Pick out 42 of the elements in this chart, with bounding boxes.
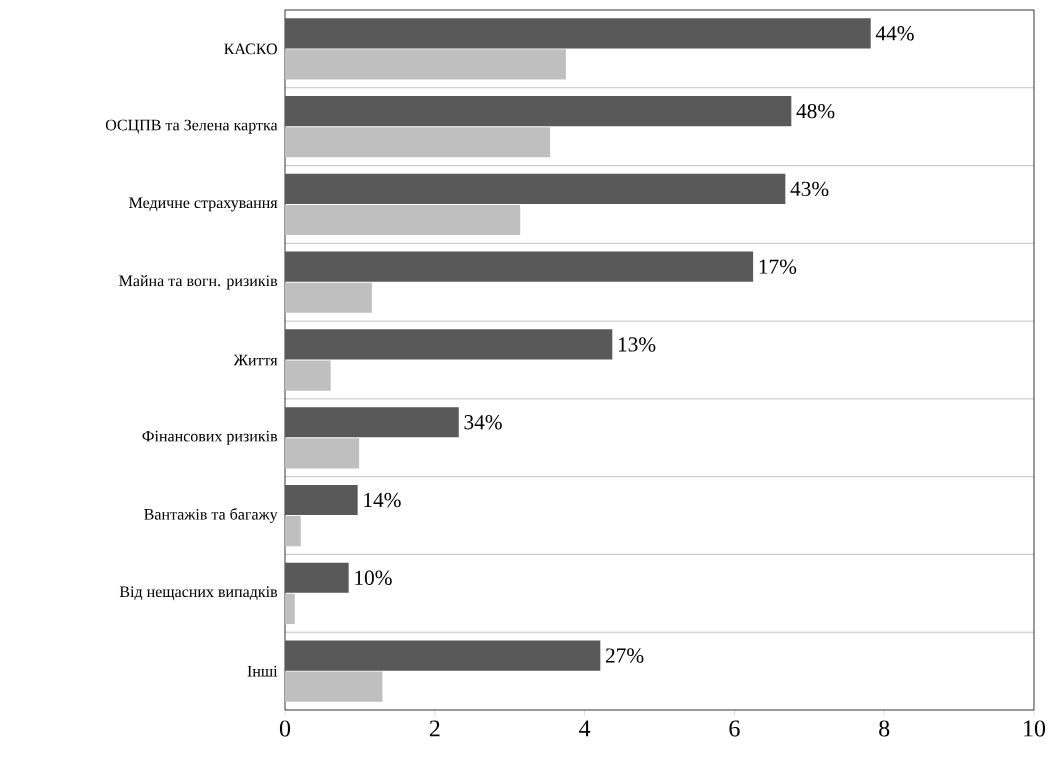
annotation: 10%	[355, 570, 392, 585]
bar	[285, 671, 383, 702]
bar	[285, 516, 301, 547]
y-tick-label: КАСКО	[224, 43, 277, 55]
bar	[285, 282, 372, 313]
bar	[285, 640, 601, 671]
bar	[285, 49, 566, 80]
x-tick-label: 0	[279, 720, 291, 737]
y-tick-label: Від нещасних випадків	[119, 586, 278, 601]
bar	[285, 593, 295, 624]
bar	[285, 360, 331, 391]
annotation: 13%	[618, 337, 656, 352]
bar	[285, 438, 360, 469]
y-tick-label: Майна та вогн. ризиків	[119, 275, 278, 290]
annotation: 43%	[790, 181, 829, 197]
annotation: 14%	[364, 492, 401, 508]
annotation: 34%	[464, 415, 502, 430]
y-tick-label: Медичне страхування	[129, 197, 278, 212]
bar	[285, 562, 349, 593]
bar	[285, 96, 792, 127]
bar	[285, 127, 551, 158]
bar	[285, 173, 786, 204]
bar	[285, 204, 521, 236]
annotation: 27%	[605, 648, 644, 663]
bar	[285, 484, 358, 516]
x-tick-label: 10	[1024, 720, 1046, 737]
y-tick-label: Вантажів та багажу	[144, 508, 278, 523]
annotation: 17%	[759, 259, 797, 274]
x-tick-label: 2	[429, 720, 440, 737]
x-tick-label: 6	[729, 720, 740, 737]
bar	[285, 329, 613, 360]
y-tick-label: ОСЦПВ та Зелена картка	[105, 119, 278, 134]
annotation: 44%	[875, 26, 914, 41]
bar	[285, 18, 871, 49]
y-tick-label: Інші	[247, 665, 278, 677]
annotation: 48%	[796, 103, 835, 119]
y-tick-label: Фінансових ризиків	[142, 430, 278, 445]
x-tick-label: 4	[579, 720, 591, 737]
bar	[285, 251, 754, 282]
x-tick-label: 8	[879, 720, 890, 737]
y-tick-label: Життя	[233, 354, 278, 366]
bar	[285, 407, 459, 438]
